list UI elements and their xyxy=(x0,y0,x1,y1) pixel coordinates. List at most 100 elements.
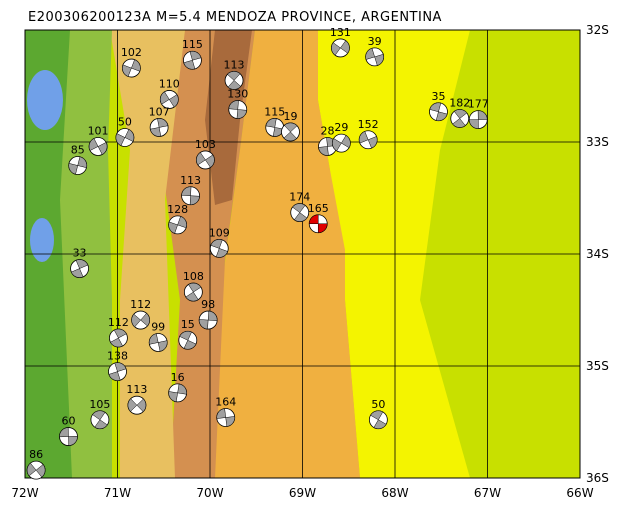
event-label: 85 xyxy=(71,144,85,157)
compression-quadrant xyxy=(308,214,319,225)
compression-quadrant xyxy=(148,333,159,345)
compression-quadrant xyxy=(331,42,341,56)
event-label: 15 xyxy=(181,318,195,331)
compression-quadrant xyxy=(157,340,168,352)
labels: 72W 71W 70W 69W 68W 67W 66W32S33S34S35S36S1651… xyxy=(11,23,608,500)
compression-quadrant xyxy=(429,102,442,113)
compression-quadrant xyxy=(225,416,235,427)
x-tick-label: 71W xyxy=(104,486,131,500)
event-label: 101 xyxy=(88,124,109,137)
event-label: 16 xyxy=(171,371,185,384)
water xyxy=(30,218,54,262)
compression-quadrant xyxy=(435,111,448,122)
compression-quadrant xyxy=(477,110,488,120)
y-tick-label: 34S xyxy=(586,247,609,261)
compression-quadrant xyxy=(374,53,384,66)
event-label: 113 xyxy=(224,58,245,71)
compression-quadrant xyxy=(340,40,350,54)
event-label: 39 xyxy=(368,35,382,48)
compression-quadrant xyxy=(216,408,227,419)
frame xyxy=(24,29,581,479)
compression-quadrant xyxy=(75,259,89,269)
compression-quadrant xyxy=(183,339,197,350)
event-label: 131 xyxy=(330,26,351,39)
compression-quadrant xyxy=(131,59,141,72)
event-label: 19 xyxy=(283,110,297,123)
y-tick-label: 32S xyxy=(586,23,609,37)
compression-quadrant xyxy=(205,154,215,168)
event-label: 113 xyxy=(180,174,201,187)
event-label: 128 xyxy=(167,203,188,216)
compression-quadrant xyxy=(452,118,466,128)
event-label: 110 xyxy=(159,77,180,90)
event-label: 182 xyxy=(449,96,470,109)
compression-quadrant xyxy=(149,127,162,137)
compression-quadrant xyxy=(215,248,229,258)
compression-quadrant xyxy=(358,131,369,144)
compression-quadrant xyxy=(207,310,218,321)
event-label: 177 xyxy=(468,98,489,111)
compression-quadrant xyxy=(26,462,37,477)
event-label: 165 xyxy=(308,202,329,215)
event-label: 86 xyxy=(29,448,43,461)
y-tick-label: 33S xyxy=(586,135,609,149)
compression-quadrant xyxy=(468,119,479,129)
compression-quadrant xyxy=(177,383,187,395)
event-label: 112 xyxy=(108,316,129,329)
compression-quadrant xyxy=(236,109,247,119)
y-tick-label: 35S xyxy=(586,359,609,373)
compression-quadrant xyxy=(68,435,78,446)
event-label: 102 xyxy=(121,46,142,59)
event-label: 105 xyxy=(89,398,110,411)
event-label: 98 xyxy=(201,298,215,311)
event-label: 107 xyxy=(149,105,170,118)
compression-quadrant xyxy=(136,398,147,413)
event-label: 112 xyxy=(130,298,151,311)
compression-quadrant xyxy=(318,146,329,156)
compression-quadrant xyxy=(365,47,375,60)
event-label: 50 xyxy=(118,116,132,129)
compression-quadrant xyxy=(114,362,127,372)
water xyxy=(27,70,63,130)
compression-quadrant xyxy=(168,391,178,403)
compression-quadrant xyxy=(227,71,241,81)
compression-quadrant xyxy=(97,142,108,155)
compression-quadrant xyxy=(35,464,46,478)
event-label: 115 xyxy=(182,38,203,51)
compression-quadrant xyxy=(88,138,99,151)
x-tick-label: 68W xyxy=(381,486,408,500)
compression-quadrant xyxy=(341,135,351,149)
x-tick-label: 66W xyxy=(566,486,593,500)
x-tick-label: 70W xyxy=(196,486,223,500)
events xyxy=(26,38,488,480)
event-label: 33 xyxy=(73,247,87,260)
compression-quadrant xyxy=(370,410,384,421)
event-label: 50 xyxy=(371,398,385,411)
compression-quadrant xyxy=(168,94,179,108)
event-label: 99 xyxy=(151,320,165,333)
event-label: 138 xyxy=(107,350,128,363)
compression-quadrant xyxy=(317,223,328,234)
compression-quadrant xyxy=(373,419,387,430)
event-label: 108 xyxy=(183,270,204,283)
compression-quadrant xyxy=(292,203,306,213)
event-label: 35 xyxy=(431,90,445,103)
compression-quadrant xyxy=(283,131,297,142)
event-label: 152 xyxy=(358,118,379,131)
compression-quadrant xyxy=(265,118,277,128)
event-label: 28 xyxy=(320,124,334,137)
x-tick-label: 69W xyxy=(289,486,316,500)
compression-quadrant xyxy=(367,136,378,149)
compression-quadrant xyxy=(227,80,242,90)
compression-quadrant xyxy=(157,118,169,128)
map-title: E200306200123A M=5.4 MENDOZA PROVINCE, A… xyxy=(28,10,442,25)
compression-quadrant xyxy=(131,313,141,328)
compression-quadrant xyxy=(127,398,138,412)
x-tick-label: 67W xyxy=(474,486,501,500)
compression-quadrant xyxy=(198,319,209,330)
x-tick-label: 72W xyxy=(11,486,38,500)
compression-quadrant xyxy=(140,312,150,327)
compression-quadrant xyxy=(228,100,239,110)
